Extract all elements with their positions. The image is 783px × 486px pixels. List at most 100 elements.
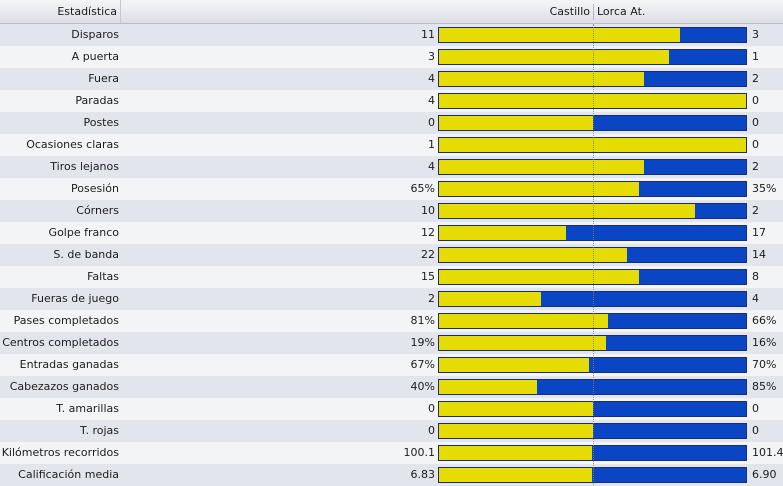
away-value: 14	[752, 248, 766, 261]
comparison-bar	[438, 225, 747, 241]
stat-row: S. de banda 22 14	[0, 244, 783, 266]
away-value: 101.4	[752, 446, 783, 459]
away-value: 16%	[752, 336, 777, 349]
stat-label: Ocasiones claras	[26, 138, 119, 151]
comparison-bar	[438, 71, 747, 87]
stat-label: Paradas	[75, 94, 119, 107]
away-value: 0	[752, 116, 759, 129]
stat-label: T. amarillas	[56, 402, 119, 415]
home-value: 100.1	[403, 446, 436, 459]
home-value: 4	[428, 160, 435, 173]
home-share-fill	[439, 160, 644, 174]
comparison-bar	[438, 445, 747, 461]
stat-label: Fuera	[88, 72, 119, 85]
stat-label: Postes	[83, 116, 119, 129]
home-share-fill	[439, 204, 695, 218]
home-value: 4	[428, 94, 435, 107]
home-share-fill	[439, 72, 644, 86]
stat-label: Fueras de juego	[31, 292, 119, 305]
stat-label: Tiros lejanos	[50, 160, 119, 173]
home-share-fill	[439, 182, 639, 196]
comparison-bar	[438, 27, 747, 43]
stat-row: Tiros lejanos 4 2	[0, 156, 783, 178]
home-share-fill	[439, 138, 746, 152]
stat-row: Posesión 65% 35%	[0, 178, 783, 200]
away-value: 1	[752, 50, 759, 63]
away-value: 0	[752, 424, 759, 437]
comparison-bar	[438, 291, 747, 307]
home-value: 15	[421, 270, 435, 283]
home-value: 3	[428, 50, 435, 63]
comparison-bar	[438, 423, 747, 439]
stat-row: Calificación media 6.83 6.90	[0, 464, 783, 486]
home-value: 11	[421, 28, 435, 41]
home-value: 0	[428, 424, 435, 437]
stat-label: Córners	[76, 204, 119, 217]
stat-row: Fuera 4 2	[0, 68, 783, 90]
comparison-bar	[438, 401, 747, 417]
home-team-name: Castillo	[549, 5, 590, 18]
away-value: 35%	[752, 182, 777, 195]
away-value: 2	[752, 72, 759, 85]
home-share-fill	[439, 116, 593, 130]
comparison-bar	[438, 137, 747, 153]
away-value: 66%	[752, 314, 777, 327]
stat-label: Calificación media	[18, 468, 119, 481]
home-value: 22	[421, 248, 435, 261]
home-value: 1	[428, 138, 435, 151]
bar-midline	[593, 24, 594, 486]
stat-row: Paradas 4 0	[0, 90, 783, 112]
away-value: 6.90	[752, 468, 777, 481]
stat-row: Faltas 15 8	[0, 266, 783, 288]
away-value: 70%	[752, 358, 777, 371]
stat-row: Córners 10 2	[0, 200, 783, 222]
away-value: 8	[752, 270, 759, 283]
stat-label: Posesión	[71, 182, 119, 195]
away-value: 0	[752, 94, 759, 107]
comparison-bar	[438, 203, 747, 219]
stat-row: T. rojas 0 0	[0, 420, 783, 442]
away-value: 4	[752, 292, 759, 305]
home-value: 4	[428, 72, 435, 85]
comparison-bar	[438, 379, 747, 395]
home-share-fill	[439, 314, 609, 328]
comparison-bar	[438, 115, 747, 131]
home-share-fill	[439, 468, 592, 482]
home-share-fill	[439, 50, 670, 64]
stat-row: Cabezazos ganados 40% 85%	[0, 376, 783, 398]
stat-label: Cabezazos ganados	[9, 380, 119, 393]
away-value: 0	[752, 402, 759, 415]
stat-row: T. amarillas 0 0	[0, 398, 783, 420]
home-value: 40%	[410, 380, 435, 393]
home-share-fill	[439, 402, 593, 416]
home-value: 6.83	[410, 468, 436, 481]
home-value: 81%	[410, 314, 435, 327]
stat-row: Golpe franco 12 17	[0, 222, 783, 244]
comparison-bar	[438, 269, 747, 285]
comparison-bar	[438, 181, 747, 197]
stat-label: Entradas ganadas	[19, 358, 119, 371]
stat-row: Kilómetros recorridos 100.1 101.4	[0, 442, 783, 464]
comparison-bar	[438, 467, 747, 483]
stat-label: S. de banda	[53, 248, 119, 261]
comparison-bar	[438, 313, 747, 329]
stat-label: Golpe franco	[48, 226, 119, 239]
comparison-bar	[438, 93, 747, 109]
home-value: 0	[428, 116, 435, 129]
stat-row: Fueras de juego 2 4	[0, 288, 783, 310]
home-value: 67%	[410, 358, 435, 371]
stat-label: T. rojas	[80, 424, 119, 437]
stat-row: Entradas ganadas 67% 70%	[0, 354, 783, 376]
comparison-bar	[438, 49, 747, 65]
home-share-fill	[439, 270, 640, 284]
away-value: 3	[752, 28, 759, 41]
stat-label: Faltas	[87, 270, 119, 283]
home-value: 0	[428, 402, 435, 415]
comparison-bar	[438, 335, 747, 351]
stat-column-header[interactable]: Estadística	[0, 0, 121, 23]
home-share-fill	[439, 28, 681, 42]
stat-label: Centros completados	[2, 336, 119, 349]
home-share-fill	[439, 248, 627, 262]
home-share-fill	[439, 424, 593, 438]
